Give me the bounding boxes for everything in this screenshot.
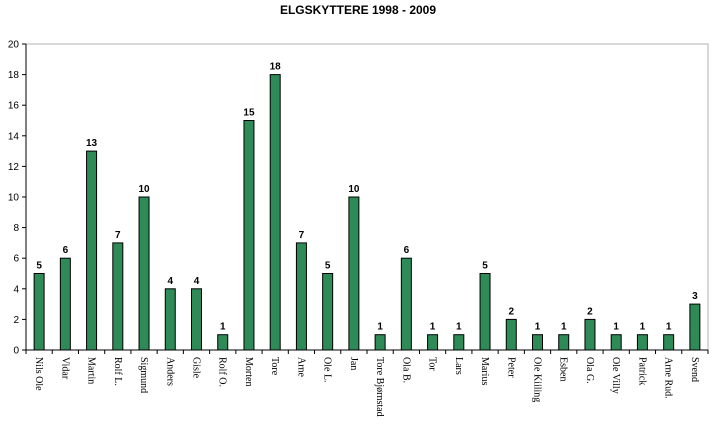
data-label: 15 [243, 108, 255, 119]
bar [689, 303, 701, 351]
bar [400, 257, 412, 351]
x-tick-label: Tor [427, 357, 438, 371]
data-label: 5 [325, 261, 331, 272]
bar [479, 273, 491, 351]
y-tick-label: 16 [8, 101, 20, 112]
data-label: 1 [377, 322, 383, 333]
x-tick-label: Nils Ole [33, 357, 44, 391]
bar [558, 334, 570, 351]
bar [453, 334, 465, 351]
data-label: 7 [299, 230, 305, 241]
x-tick-label: Ola G. [584, 357, 595, 384]
x-tick-label: Tore Bjørnstad [374, 357, 385, 417]
x-tick-label: Marius [479, 357, 490, 385]
y-tick-label: 8 [13, 223, 19, 234]
data-label: 4 [194, 276, 200, 287]
data-label: 1 [430, 322, 436, 333]
y-tick-label: 6 [13, 254, 19, 265]
x-tick-label: Lars [453, 357, 464, 375]
bar [164, 288, 176, 351]
x-tick-label: Morten [243, 357, 254, 386]
x-tick-label: Ole L. [322, 357, 333, 383]
x-tick-label: Tore [269, 357, 280, 376]
data-label: 2 [587, 306, 593, 317]
bar [269, 74, 281, 351]
x-tick-label: Anders [164, 357, 175, 386]
x-tick-label: Rolf L. [112, 357, 123, 386]
bar [217, 334, 229, 351]
chart-title: ELGSKYTTERE 1998 - 2009 [280, 3, 436, 17]
x-tick-label: Martin [86, 357, 97, 384]
x-tick-label: Esben [558, 357, 569, 381]
bar [505, 318, 517, 351]
x-tick-label: Patrick [636, 357, 647, 385]
x-tick-label: Jan [348, 357, 359, 370]
bar [427, 334, 439, 351]
y-tick-label: 20 [8, 40, 20, 51]
x-tick-label: Arne Rud. [663, 357, 674, 399]
bar [322, 273, 334, 351]
data-label: 13 [86, 138, 98, 149]
x-tick-label: Arne [295, 357, 306, 378]
data-label: 10 [138, 184, 150, 195]
y-tick-label: 2 [13, 315, 19, 326]
data-label: 2 [508, 306, 514, 317]
data-label: 10 [348, 184, 360, 195]
data-label: 7 [115, 230, 121, 241]
bar [348, 196, 360, 351]
data-label: 1 [561, 322, 567, 333]
bar [584, 318, 596, 351]
data-label: 6 [63, 245, 69, 256]
bar [59, 257, 71, 351]
data-label: 3 [692, 291, 698, 302]
data-label: 1 [220, 322, 226, 333]
x-tick-label: Ole Kiiling [532, 357, 543, 402]
bar [532, 334, 543, 351]
plot-frame [25, 43, 709, 351]
x-tick-label: Svend [689, 357, 700, 382]
x-tick-label: Gisle [191, 357, 202, 379]
x-tick-label: Rolf O. [217, 357, 228, 387]
bar [374, 334, 386, 351]
bar [295, 242, 307, 351]
y-tick-label: 10 [8, 193, 20, 204]
data-label: 5 [482, 261, 488, 272]
data-label: 4 [167, 276, 173, 287]
data-label: 6 [404, 245, 410, 256]
data-label: 1 [640, 322, 646, 333]
bar [663, 334, 675, 351]
data-label: 1 [456, 322, 462, 333]
data-label: 1 [666, 322, 672, 333]
y-tick-label: 14 [8, 131, 20, 142]
data-label: 1 [613, 322, 619, 333]
data-label: 1 [535, 322, 541, 333]
bar [191, 288, 202, 351]
x-tick-label: Ole Villy [610, 357, 621, 394]
x-tick-label: Sigmund [138, 357, 149, 393]
bar [112, 242, 124, 351]
y-tick-label: 4 [13, 284, 19, 295]
y-tick-label: 12 [8, 162, 20, 173]
bar [610, 334, 622, 351]
x-tick-label: Peter [505, 357, 516, 378]
y-tick-label: 18 [8, 70, 20, 81]
bar [636, 334, 648, 351]
bar [243, 120, 255, 351]
data-label: 18 [270, 62, 282, 73]
bar [86, 150, 98, 351]
y-tick-label: 0 [13, 346, 19, 357]
bar [33, 273, 45, 351]
bar [138, 196, 150, 351]
data-label: 5 [36, 261, 42, 272]
x-tick-label: Vidar [59, 357, 70, 380]
x-tick-label: Ola B. [400, 357, 411, 383]
